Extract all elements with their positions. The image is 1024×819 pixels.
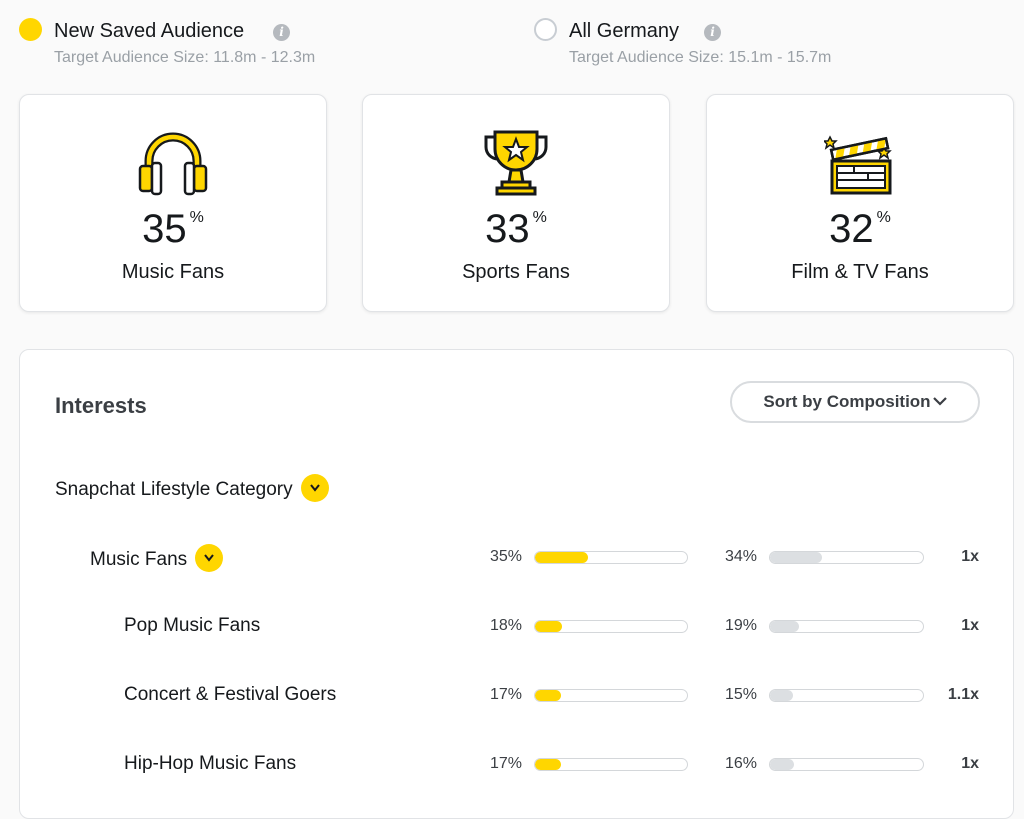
baseline-bar-fill xyxy=(770,621,800,632)
chevron-down-icon xyxy=(204,554,214,562)
audience-percent: 35% xyxy=(489,548,522,565)
interest-row-music-fans[interactable]: Music Fans 35% 34% 1x xyxy=(20,543,1015,573)
audience-bar-fill xyxy=(535,621,563,632)
baseline-bar-fill xyxy=(770,690,793,701)
percent-sign: % xyxy=(189,209,204,226)
sort-label: Sort by Composition xyxy=(763,392,931,411)
audience-bar xyxy=(534,620,688,633)
baseline-bar xyxy=(769,551,924,564)
audience-bar-fill xyxy=(535,759,561,770)
audience-bar xyxy=(534,758,688,771)
headphones-icon xyxy=(137,127,209,199)
baseline-percent: 15% xyxy=(724,686,757,703)
interest-row-concert-festival-goers[interactable]: Concert & Festival Goers 17% 15% 1.1x xyxy=(20,681,1015,711)
chevron-down-icon xyxy=(932,396,947,406)
baseline-bar xyxy=(769,689,924,702)
info-icon[interactable]: i xyxy=(273,24,290,41)
index-value: 1x xyxy=(961,755,979,772)
interest-row-hip-hop-music-fans[interactable]: Hip-Hop Music Fans 17% 16% 1x xyxy=(20,750,1015,780)
card-film-tv-fans: 32% Film & TV Fans xyxy=(706,94,1014,312)
audience-bar xyxy=(534,551,688,564)
category-label: Snapchat Lifestyle Category xyxy=(55,479,293,501)
baseline-bar xyxy=(769,758,924,771)
card-percent: 32 xyxy=(829,207,874,251)
audience-size: Target Audience Size: 11.8m - 12.3m xyxy=(54,49,316,66)
audience-name: All Germany xyxy=(569,20,680,42)
index-value: 1x xyxy=(961,617,979,634)
row-label: Pop Music Fans xyxy=(124,615,261,636)
radio-selected-icon[interactable] xyxy=(19,18,42,41)
info-icon[interactable]: i xyxy=(704,24,721,41)
sort-dropdown[interactable]: Sort by Composition xyxy=(730,381,980,423)
trophy-icon xyxy=(480,127,552,199)
percent-sign: % xyxy=(532,209,547,226)
chevron-down-icon xyxy=(309,484,320,492)
card-label: Music Fans xyxy=(121,261,225,283)
percent-sign: % xyxy=(876,209,891,226)
audience-percent: 18% xyxy=(489,617,522,634)
baseline-bar-fill xyxy=(770,552,823,563)
card-music-fans: 35% Music Fans xyxy=(19,94,327,312)
index-value: 1x xyxy=(961,548,979,565)
baseline-percent: 19% xyxy=(724,617,757,634)
category-header[interactable]: Snapchat Lifestyle Category xyxy=(55,474,329,504)
card-label: Sports Fans xyxy=(462,261,570,283)
baseline-percent: 16% xyxy=(724,755,757,772)
clapperboard-icon xyxy=(822,127,896,199)
audience-name: New Saved Audience xyxy=(54,20,245,42)
expand-toggle[interactable] xyxy=(300,474,329,502)
card-percent: 35 xyxy=(142,207,187,251)
card-label: Film & TV Fans xyxy=(791,261,929,283)
audience-percent: 17% xyxy=(489,755,522,772)
audience-percent: 17% xyxy=(489,686,522,703)
row-label: Hip-Hop Music Fans xyxy=(124,753,297,774)
card-sports-fans: 33% Sports Fans xyxy=(362,94,670,312)
audience-size: Target Audience Size: 15.1m - 15.7m xyxy=(569,49,832,66)
interest-row-pop-music-fans[interactable]: Pop Music Fans 18% 19% 1x xyxy=(20,612,1015,642)
expand-toggle[interactable] xyxy=(195,544,224,572)
radio-unselected-icon[interactable] xyxy=(534,18,557,41)
row-label: Music Fans xyxy=(90,549,188,571)
audience-bar-fill xyxy=(535,690,561,701)
panel-title: Interests xyxy=(55,393,147,418)
audience-bar-fill xyxy=(535,552,589,563)
baseline-bar xyxy=(769,620,924,633)
index-value: 1.1x xyxy=(947,686,979,703)
baseline-bar-fill xyxy=(770,759,795,770)
interests-panel: Interests Sort by Composition Snapchat L… xyxy=(19,349,1014,819)
audience-bar xyxy=(534,689,688,702)
row-label: Concert & Festival Goers xyxy=(124,684,337,705)
baseline-percent: 34% xyxy=(724,548,757,565)
card-percent: 33 xyxy=(485,207,530,251)
